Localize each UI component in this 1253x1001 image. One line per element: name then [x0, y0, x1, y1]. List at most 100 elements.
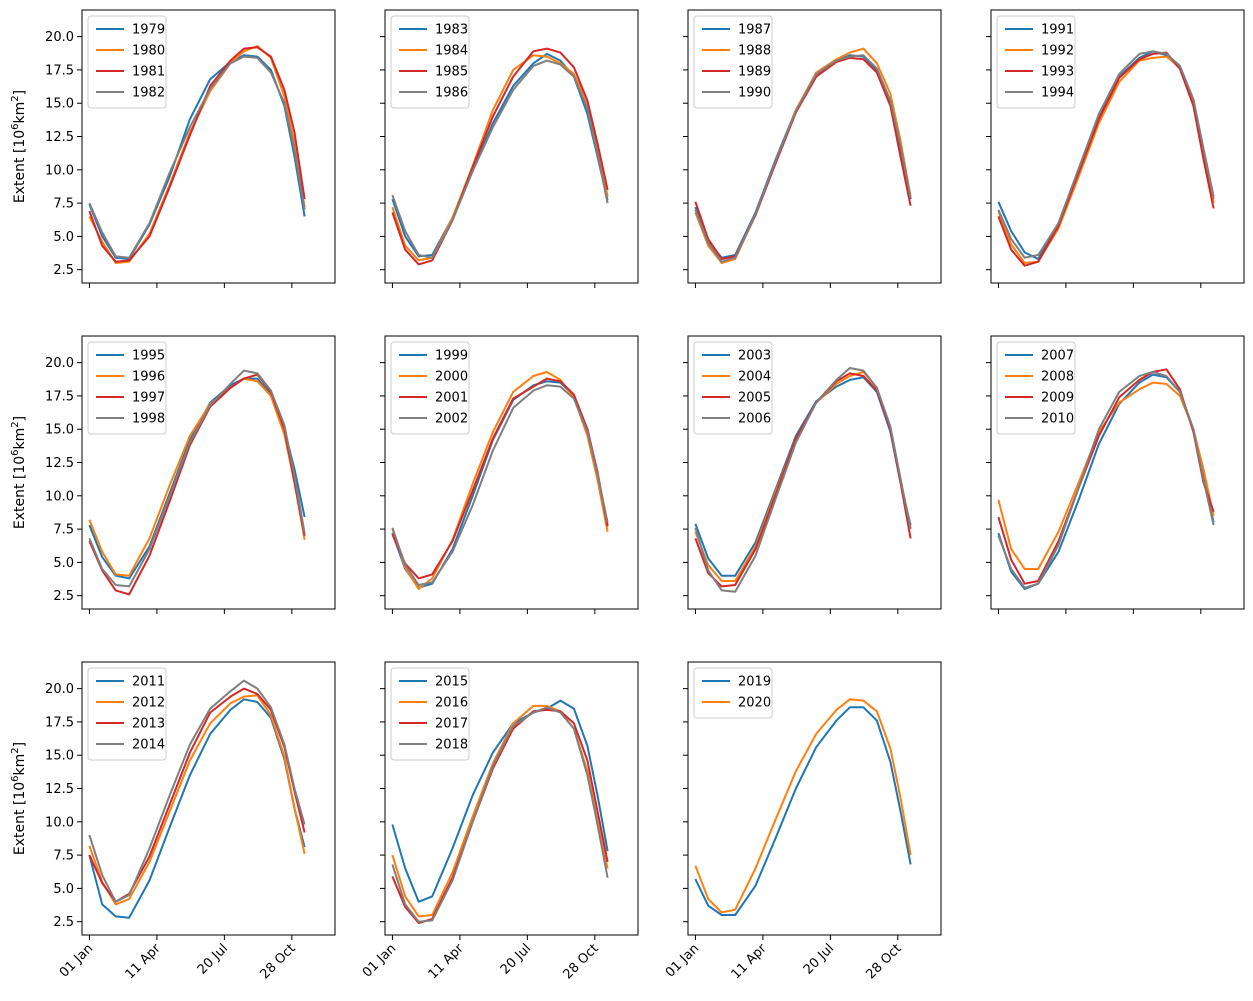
panel-10-xtick-label: 28 Oct: [561, 941, 602, 982]
panel-9-legend: [87, 667, 167, 761]
panel-7-axes-frame: [687, 335, 942, 610]
panel-1-ytick-label: 2.5: [53, 263, 74, 278]
panel-10-legend-label: 2017: [435, 717, 468, 732]
panel-1-legend-label: 1980: [132, 44, 165, 59]
panel-4-series-line-1994: [997, 50, 1215, 259]
panel-6-legend-label: 2002: [435, 412, 468, 427]
panel-2-axes-frame: [384, 9, 639, 284]
panel-9-legend-label: 2012: [132, 696, 165, 711]
panel-9-xtick-label: 20 Jul: [195, 941, 231, 977]
panel-10-xtick-label: 01 Jan: [360, 941, 399, 980]
ylabel-part: Extent [10: [12, 130, 28, 203]
panel-5-ytick-label: 15.0: [45, 423, 74, 438]
panel-2-legend-label: 1984: [435, 44, 468, 59]
panel-5-ytick-label: 20.0: [45, 356, 74, 371]
ylabel-part: 2: [10, 421, 21, 427]
panel-9-ytick-label: 7.5: [53, 849, 74, 864]
panel-1-ytick-label: 7.5: [53, 197, 74, 212]
panel-9-xtick-label: 11 Apr: [123, 941, 165, 983]
panel-11-series-line-2020: [694, 698, 912, 914]
panel-11-legend-label: 2019: [738, 675, 771, 690]
panel-4-series-line-1993: [997, 51, 1215, 267]
panel-3-legend-label: 1989: [738, 65, 771, 80]
panel-9-xtick-label: 01 Jan: [57, 941, 96, 980]
panel-1-legend-label: 1981: [132, 65, 165, 80]
panel-1-legend-label: 1982: [132, 86, 165, 101]
panel-2-series-line-1985: [391, 47, 609, 266]
panel-1-ytick-label: 20.0: [45, 30, 74, 45]
panel-6-series-line-2001: [391, 377, 609, 580]
panel-1-ytick-label: 5.0: [53, 230, 74, 245]
panel-5-ytick-label: 5.0: [53, 556, 74, 571]
panel-8-legend: [996, 341, 1076, 435]
ylabel-part: 2: [10, 95, 21, 101]
ylabel-part: 6: [10, 123, 21, 129]
panel-5-ytick-label: 2.5: [53, 589, 74, 604]
ylabel-part: km: [12, 428, 28, 450]
panel-9-ytick-label: 2.5: [53, 915, 74, 930]
panel-2-legend-label: 1985: [435, 65, 468, 80]
panel-10-legend-label: 2015: [435, 675, 468, 690]
panel-1-legend-label: 1979: [132, 23, 165, 38]
panel-6-axes-frame: [384, 335, 639, 610]
panel-9-series-line-2014: [88, 679, 306, 903]
panel-10-legend-label: 2016: [435, 696, 468, 711]
panel-11-xtick-label: 01 Jan: [663, 941, 702, 980]
panel-2-series-line-1984: [391, 54, 609, 262]
panel-1-series-line-1980: [88, 45, 306, 264]
panel-1-ytick-label: 15.0: [45, 97, 74, 112]
panel-5-ylabel: Extent [106km2]: [10, 416, 28, 529]
ylabel-part: ]: [12, 90, 28, 95]
ylabel-part: km: [12, 102, 28, 124]
panel-11-xtick-label: 28 Oct: [864, 941, 905, 982]
panel-4-legend-label: 1993: [1041, 65, 1074, 80]
panel-10-axes-frame: [384, 661, 639, 936]
panel-9-ytick-label: 15.0: [45, 749, 74, 764]
ylabel-part: Extent [10: [12, 456, 28, 529]
panel-8-legend-label: 2009: [1041, 391, 1074, 406]
panel-5-legend-label: 1998: [132, 412, 165, 427]
ylabel-part: Extent [10: [12, 782, 28, 855]
panel-11-series-line-2019: [694, 706, 912, 916]
ylabel-part: 6: [10, 775, 21, 781]
panel-10-xtick-label: 11 Apr: [426, 941, 468, 983]
panel-5-legend: [87, 341, 167, 435]
panel-5-legend-label: 1997: [132, 391, 165, 406]
panel-7-legend: [693, 341, 773, 435]
panel-3-series-line-1988: [694, 47, 912, 264]
panel-5-legend-label: 1995: [132, 349, 165, 364]
panel-9-ytick-label: 20.0: [45, 682, 74, 697]
ylabel-part: 2: [10, 747, 21, 753]
panel-11-axes-frame: [687, 661, 942, 936]
ylabel-part: ]: [12, 416, 28, 421]
ylabel-part: ]: [12, 742, 28, 747]
panel-8-legend-label: 2008: [1041, 370, 1074, 385]
panel-3-series-line-1990: [694, 54, 912, 263]
panel-9-axes-frame: [81, 661, 336, 936]
panel-2-legend-label: 1983: [435, 23, 468, 38]
ylabel-part: 6: [10, 449, 21, 455]
panel-8-series-line-2010: [997, 371, 1215, 589]
panel-7-legend-label: 2003: [738, 349, 771, 364]
panel-3-legend-label: 1988: [738, 44, 771, 59]
panel-6-legend-label: 1999: [435, 349, 468, 364]
panel-1-legend: [87, 15, 167, 109]
panel-6-legend: [390, 341, 470, 435]
panel-8-axes-frame: [990, 335, 1245, 610]
panel-9-legend-label: 2014: [132, 738, 165, 753]
panel-10-xtick-label: 20 Jul: [498, 941, 534, 977]
panel-1-ylabel: Extent [106km2]: [10, 90, 28, 203]
panel-9-series-line-2012: [88, 694, 306, 906]
panel-9-ytick-label: 17.5: [45, 715, 74, 730]
panel-3-series-line-1989: [694, 56, 912, 260]
panel-9-legend-label: 2013: [132, 717, 165, 732]
panel-11-xtick-label: 20 Jul: [801, 941, 837, 977]
panel-3-legend-label: 1987: [738, 23, 771, 38]
panel-3-legend-label: 1990: [738, 86, 771, 101]
panel-5-axes-frame: [81, 335, 336, 610]
panel-7-legend-label: 2006: [738, 412, 771, 427]
panel-1-ytick-label: 17.5: [45, 63, 74, 78]
panel-10-series-line-2018: [391, 706, 609, 923]
panel-4-legend-label: 1994: [1041, 86, 1074, 101]
